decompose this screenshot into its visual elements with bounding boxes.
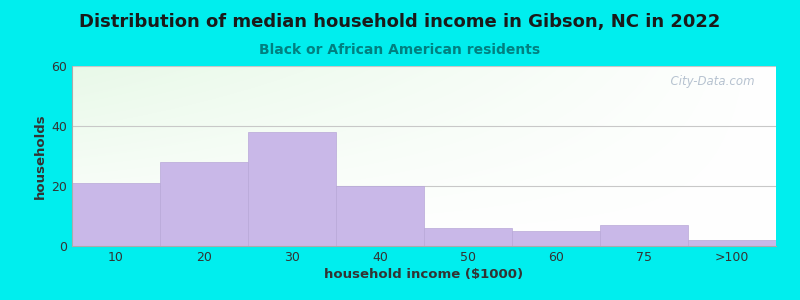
Y-axis label: households: households: [34, 113, 47, 199]
Text: Distribution of median household income in Gibson, NC in 2022: Distribution of median household income …: [79, 14, 721, 32]
Text: Black or African American residents: Black or African American residents: [259, 44, 541, 58]
Bar: [424, 228, 512, 246]
X-axis label: household income ($1000): household income ($1000): [325, 268, 523, 281]
Bar: [688, 240, 776, 246]
Text: City-Data.com: City-Data.com: [663, 75, 755, 88]
Bar: [600, 225, 688, 246]
Bar: [512, 231, 600, 246]
Bar: [336, 186, 424, 246]
Bar: [72, 183, 160, 246]
Bar: [160, 162, 248, 246]
Bar: [248, 132, 336, 246]
